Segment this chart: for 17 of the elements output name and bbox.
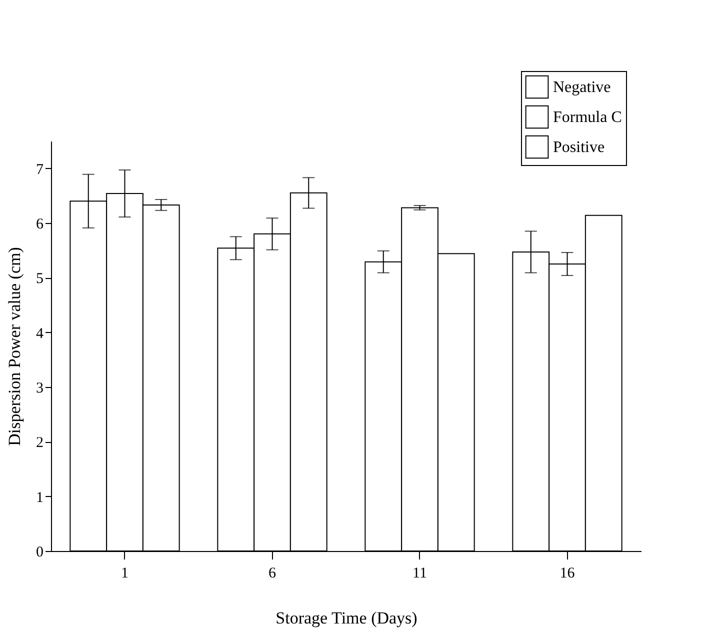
y-tick-label: 5: [36, 271, 44, 288]
y-tick-label: 1: [36, 490, 44, 506]
x-tick-label: 11: [412, 566, 427, 582]
legend-label: Positive: [553, 139, 605, 156]
x-tick-label: 6: [268, 566, 276, 582]
legend-label: Formula C: [553, 109, 622, 126]
y-axis-title: Dispersion Power value (cm): [5, 247, 24, 446]
legend-label: Negative: [553, 79, 611, 96]
x-tick-label: 1: [121, 566, 128, 582]
x-tick-label: 16: [560, 566, 576, 582]
x-axis-title: Storage Time (Days): [276, 608, 418, 628]
y-tick-label: 4: [36, 326, 44, 342]
y-tick-label: 7: [36, 162, 44, 178]
y-tick-label: 3: [36, 380, 44, 396]
y-tick-label: 6: [36, 216, 44, 232]
y-tick-label: 2: [36, 435, 44, 452]
y-tick-label: 0: [36, 544, 44, 560]
